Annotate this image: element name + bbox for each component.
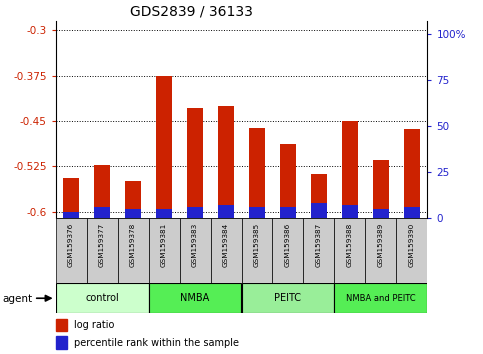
Bar: [187, 108, 203, 218]
Bar: [249, 207, 265, 218]
Bar: [211, 218, 242, 283]
Text: GSM159388: GSM159388: [347, 223, 353, 267]
Text: GSM159376: GSM159376: [68, 223, 74, 267]
Bar: [280, 144, 296, 218]
Text: GSM159381: GSM159381: [161, 223, 167, 267]
Bar: [56, 319, 67, 331]
Bar: [404, 129, 420, 218]
Text: GDS2839 / 36133: GDS2839 / 36133: [130, 5, 253, 19]
Bar: [342, 121, 358, 218]
Bar: [218, 106, 234, 218]
Text: GSM159389: GSM159389: [378, 223, 384, 267]
Text: log ratio: log ratio: [74, 320, 114, 330]
Text: NMBA and PEITC: NMBA and PEITC: [346, 294, 416, 303]
Text: GSM159378: GSM159378: [130, 223, 136, 267]
Text: GSM159383: GSM159383: [192, 223, 198, 267]
Bar: [311, 203, 327, 218]
Text: percentile rank within the sample: percentile rank within the sample: [74, 338, 239, 348]
Text: control: control: [85, 293, 119, 303]
Bar: [125, 182, 141, 218]
Bar: [303, 218, 334, 283]
Text: PEITC: PEITC: [274, 293, 301, 303]
Bar: [242, 218, 272, 283]
Text: GSM159384: GSM159384: [223, 223, 229, 267]
Text: agent: agent: [2, 294, 32, 304]
Bar: [156, 76, 172, 218]
Bar: [311, 174, 327, 218]
Bar: [56, 336, 67, 349]
Bar: [242, 283, 334, 313]
Bar: [272, 218, 303, 283]
Bar: [94, 207, 110, 218]
Text: GSM159387: GSM159387: [316, 223, 322, 267]
Bar: [149, 283, 242, 313]
Bar: [280, 207, 296, 218]
Bar: [397, 218, 427, 283]
Bar: [63, 212, 79, 218]
Text: GSM159390: GSM159390: [409, 223, 415, 267]
Bar: [187, 207, 203, 218]
Bar: [218, 205, 234, 218]
Text: GSM159385: GSM159385: [254, 223, 260, 267]
Bar: [94, 165, 110, 218]
Text: GSM159386: GSM159386: [285, 223, 291, 267]
Bar: [334, 218, 366, 283]
Bar: [334, 283, 427, 313]
Bar: [56, 218, 86, 283]
Bar: [149, 218, 180, 283]
Bar: [249, 128, 265, 218]
Bar: [373, 160, 389, 218]
Bar: [156, 209, 172, 218]
Bar: [180, 218, 211, 283]
Bar: [117, 218, 149, 283]
Bar: [63, 178, 79, 218]
Bar: [404, 207, 420, 218]
Bar: [366, 218, 397, 283]
Text: NMBA: NMBA: [180, 293, 210, 303]
Bar: [373, 209, 389, 218]
Bar: [86, 218, 117, 283]
Text: GSM159377: GSM159377: [99, 223, 105, 267]
Bar: [56, 283, 149, 313]
Bar: [342, 205, 358, 218]
Bar: [125, 209, 141, 218]
